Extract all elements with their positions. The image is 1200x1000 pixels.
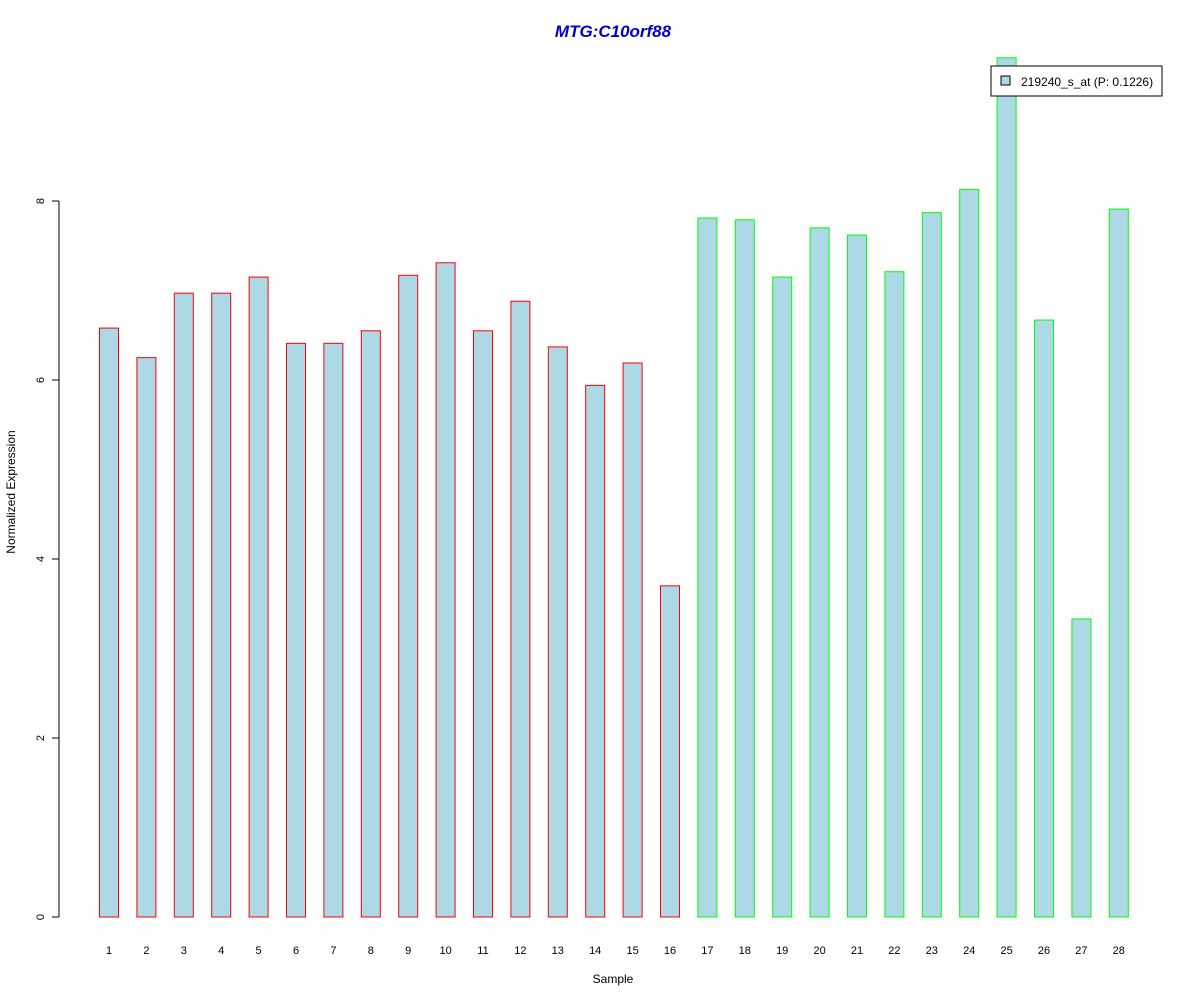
bar-sample-21: [847, 234, 867, 918]
bar-sample-22: [884, 271, 905, 918]
bar-sample-2: [136, 357, 157, 918]
bar-sample-24: [959, 188, 980, 918]
bar-sample-15: [622, 362, 643, 918]
x-axis-label: Sample: [593, 972, 634, 986]
x-tick-label: 15: [626, 945, 638, 957]
legend-box: [990, 65, 1163, 97]
x-tick-label: 10: [439, 945, 451, 957]
x-tick-label: 5: [256, 945, 262, 957]
bars-group: [99, 57, 1129, 918]
legend-entry-label: 219240_s_at (P: 0.1226): [1021, 75, 1153, 89]
bar-sample-8: [360, 330, 381, 918]
bar-sample-10: [435, 262, 456, 918]
bar-sample-26: [1034, 319, 1054, 918]
bar-sample-16: [660, 585, 680, 918]
x-tick-label: 26: [1038, 945, 1050, 957]
bar-sample-7: [323, 342, 344, 918]
bar-sample-28: [1108, 208, 1129, 918]
y-tick-label: 2: [35, 735, 47, 741]
bar-sample-13: [547, 346, 568, 918]
x-tick-label: 16: [664, 945, 676, 957]
y-axis: 0 2 4 6 8: [35, 198, 60, 920]
x-tick-label: 18: [739, 945, 751, 957]
x-tick-label: 22: [888, 945, 900, 957]
bar-sample-11: [473, 330, 493, 918]
x-tick-label: 14: [589, 945, 601, 957]
bar-sample-4: [211, 292, 232, 918]
bar-sample-17: [697, 217, 718, 918]
x-tick-label: 28: [1113, 945, 1125, 957]
x-tick-labels: 1 2 3 4 5 6 7 8 9 10 11 12 13 14 15 16 17 18 19 20 21 22 23 24 2…: [106, 945, 1125, 957]
y-tick-label: 8: [35, 198, 47, 204]
y-tick-label: 6: [35, 377, 47, 383]
x-tick-label: 25: [1000, 945, 1012, 957]
x-tick-label: 1: [106, 945, 112, 957]
x-tick-label: 27: [1075, 945, 1087, 957]
bar-sample-23: [921, 212, 942, 918]
bar-sample-18: [734, 219, 755, 918]
x-tick-label: 4: [218, 945, 224, 957]
x-tick-label: 6: [293, 945, 299, 957]
bar-sample-25: [996, 57, 1017, 918]
y-axis-label: Normalized Expression: [4, 430, 18, 553]
x-tick-label: 19: [776, 945, 788, 957]
x-tick-label: 8: [368, 945, 374, 957]
bar-sample-5: [248, 276, 269, 918]
x-tick-label: 2: [143, 945, 149, 957]
bar-sample-27: [1071, 618, 1092, 918]
legend-swatch: [1000, 75, 1011, 86]
bar-sample-3: [173, 292, 194, 918]
x-tick-label: 9: [405, 945, 411, 957]
bar-sample-1: [99, 327, 119, 918]
y-tick-label: 0: [35, 914, 47, 920]
bar-sample-14: [585, 384, 606, 918]
legend: 219240_s_at (P: 0.1226): [990, 65, 1163, 97]
y-tick-label: 4: [35, 556, 47, 562]
x-tick-label: 12: [514, 945, 526, 957]
bar-sample-9: [398, 274, 419, 918]
x-tick-label: 11: [477, 945, 488, 957]
x-tick-label: 13: [552, 945, 564, 957]
bar-sample-6: [286, 342, 306, 918]
bar-sample-12: [510, 300, 531, 918]
x-tick-label: 23: [926, 945, 938, 957]
bar-sample-19: [772, 276, 793, 918]
x-tick-label: 21: [851, 945, 863, 957]
chart-title: MTG:C10orf88: [555, 22, 672, 41]
x-tick-label: 7: [330, 945, 336, 957]
bar-sample-20: [809, 227, 830, 918]
x-tick-label: 3: [181, 945, 187, 957]
x-tick-label: 24: [963, 945, 975, 957]
x-tick-label: 20: [813, 945, 825, 957]
x-tick-label: 17: [701, 945, 713, 957]
